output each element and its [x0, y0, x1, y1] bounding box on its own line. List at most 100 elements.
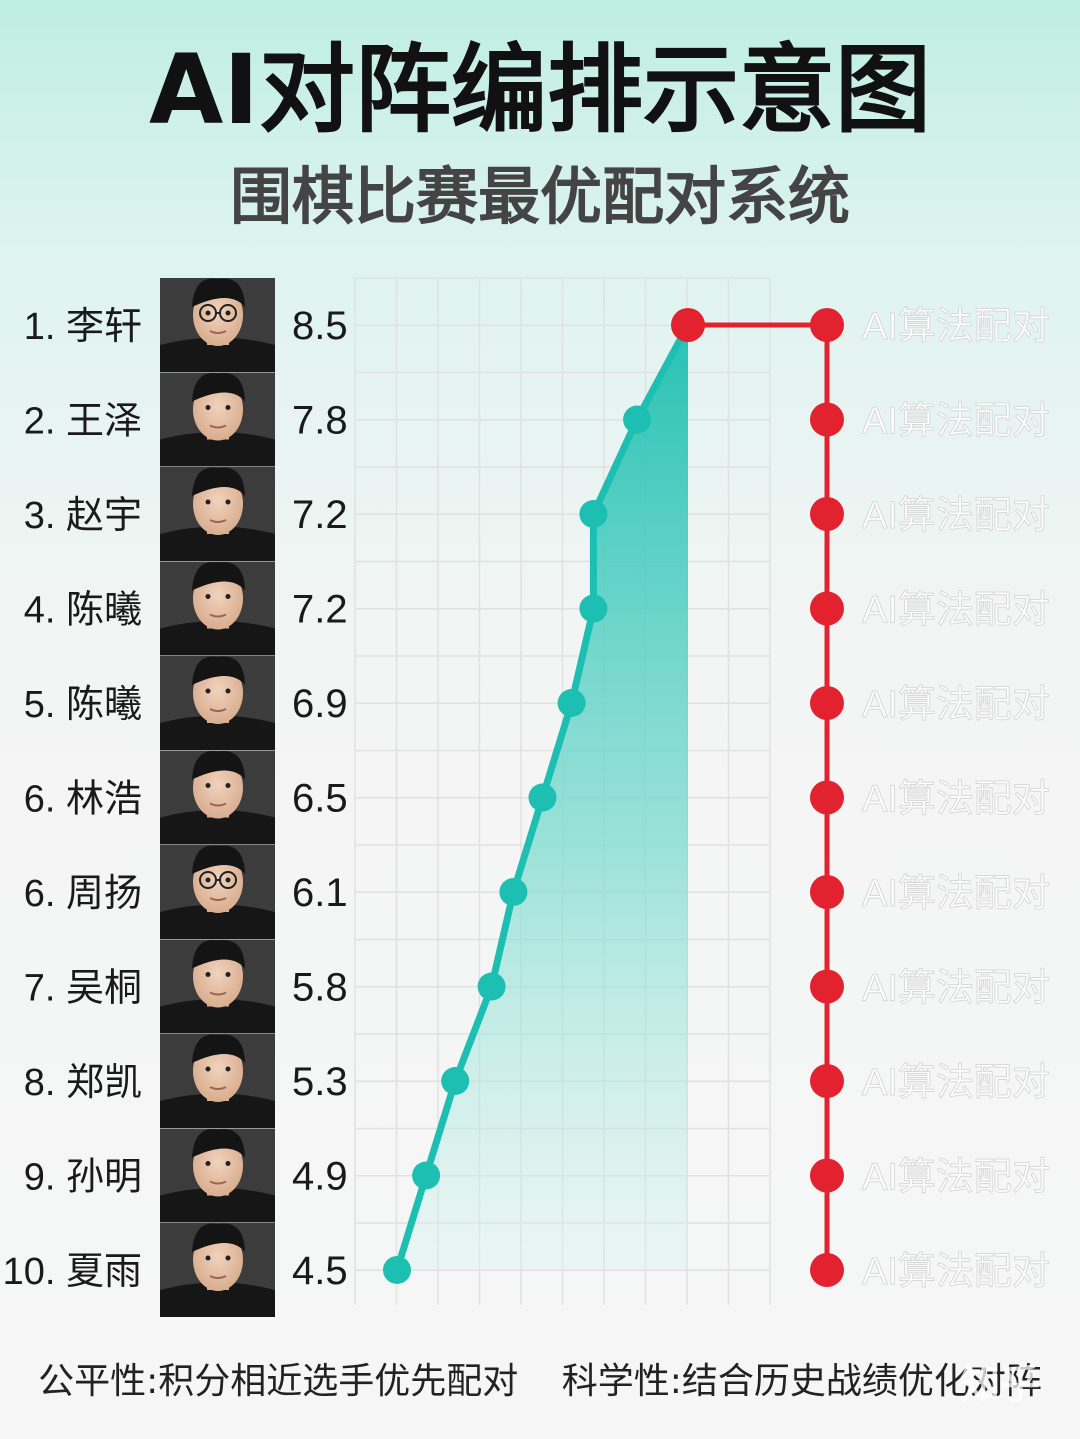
chart-subtitle: 围棋比赛最优配对系统 [229, 160, 850, 233]
player-score: 5.8 [292, 966, 348, 1010]
pair-point [810, 591, 844, 626]
avatar-jacket [160, 526, 275, 561]
avatar-eye [225, 499, 231, 505]
score-point [528, 783, 557, 812]
player-name: 5. 陈曦 [24, 684, 142, 726]
avatar-eye [225, 972, 231, 977]
avatar-eye [205, 499, 211, 505]
avatar [160, 372, 275, 467]
avatar-mouth [209, 991, 227, 996]
avatar-eye [205, 594, 211, 599]
pair-point [810, 1158, 844, 1193]
avatar [160, 467, 275, 561]
avatar-glasses [160, 278, 275, 372]
score-point [579, 500, 608, 528]
footer-notes: 公平性:积分相近选手优先配对 科学性:结合历史战绩优化对阵 [0, 1352, 1080, 1404]
score-points [383, 308, 844, 1287]
avatar-mouth [209, 330, 227, 334]
player-name: 8. 郑凯 [24, 1062, 142, 1104]
avatar-eye [205, 1161, 211, 1166]
avatar-column [160, 278, 275, 1317]
player-score: 6.9 [292, 682, 348, 726]
avatar-hair [192, 751, 245, 780]
pair-label: AI算法配对 [862, 1157, 1050, 1199]
player-name: 2. 王泽 [24, 401, 142, 443]
pair-point [810, 402, 844, 437]
score-point [383, 1256, 411, 1284]
avatar-hair [192, 656, 245, 685]
avatar-jacket [160, 1188, 275, 1223]
avatar-jacket [160, 810, 275, 845]
avatar-mouth [209, 802, 227, 807]
avatar-eye [225, 783, 231, 788]
avatar [160, 1223, 275, 1317]
avatar-mouth [209, 1180, 227, 1185]
score-point [579, 594, 608, 623]
pair-point [810, 686, 844, 720]
pair-label: AI算法配对 [862, 873, 1050, 915]
avatar-jacket [160, 621, 275, 656]
chart-title: AI对阵编排示意图 [148, 34, 931, 146]
avatar-jacket [160, 432, 275, 467]
player-score: 7.8 [292, 399, 348, 443]
pair-label: AI算法配对 [862, 968, 1050, 1010]
pair-label: AI算法配对 [862, 306, 1050, 348]
avatar [160, 1034, 275, 1128]
player-score: 4.9 [292, 1155, 348, 1199]
avatar-mouth [209, 519, 227, 523]
score-point [477, 972, 506, 1001]
player-name: 10. 夏雨 [3, 1251, 142, 1293]
player-score: 8.5 [292, 304, 348, 348]
avatar-mouth [209, 424, 227, 429]
score-point [623, 405, 652, 434]
watermark: 知乎 [960, 1362, 1040, 1408]
avatar-eye [225, 877, 231, 883]
pair-label: AI算法配对 [862, 1062, 1050, 1104]
avatar-eye [225, 1066, 231, 1072]
player-name: 6. 周扬 [24, 873, 142, 915]
avatar-eye [225, 405, 231, 410]
player-score: 6.5 [292, 777, 348, 821]
avatar-hair [192, 1223, 245, 1252]
pair-point [810, 969, 844, 1004]
avatar-mouth [209, 897, 227, 901]
score-point [441, 1067, 470, 1095]
pair-point [810, 1064, 844, 1098]
row-labels: 1. 李轩 8.5 AI算法配对 2. 王泽 7.8 AI算法配对 3. 赵宇 7.2 AI算法… [3, 304, 1051, 1294]
avatar-hair [192, 373, 245, 402]
score-point [499, 878, 528, 906]
pair-point [810, 780, 844, 815]
player-name: 9. 孙明 [24, 1157, 142, 1199]
avatar-hair [192, 278, 245, 307]
avatar-mouth [209, 1275, 227, 1279]
score-point [412, 1161, 441, 1190]
avatar-eye [205, 783, 211, 788]
avatar-jacket [160, 1093, 275, 1128]
avatar-eye [225, 1255, 231, 1261]
pair-label: AI算法配对 [862, 684, 1050, 726]
pair-point [810, 308, 844, 342]
avatar [160, 750, 275, 845]
pair-point [810, 1253, 844, 1287]
player-score: 7.2 [292, 493, 348, 537]
avatar [160, 656, 275, 750]
avatar-mouth [209, 613, 227, 618]
player-name: 1. 李轩 [24, 306, 142, 348]
avatar-hair [192, 562, 245, 591]
pair-label: AI算法配对 [862, 1251, 1050, 1293]
avatar-eye [205, 688, 211, 694]
avatar-eye [225, 310, 231, 316]
score-point [557, 689, 586, 717]
avatar-hair [192, 1034, 245, 1063]
avatar-eye [205, 405, 211, 410]
avatar-jacket [160, 904, 275, 939]
avatar [160, 1128, 275, 1223]
avatar-eye [225, 594, 231, 599]
avatar-eye [205, 1255, 211, 1261]
pair-label: AI算法配对 [862, 401, 1050, 443]
avatar-eye [225, 1161, 231, 1166]
avatar [160, 561, 275, 656]
player-score: 5.3 [292, 1060, 348, 1104]
footer-fairness: 公平性:积分相近选手优先配对 [38, 1361, 519, 1402]
